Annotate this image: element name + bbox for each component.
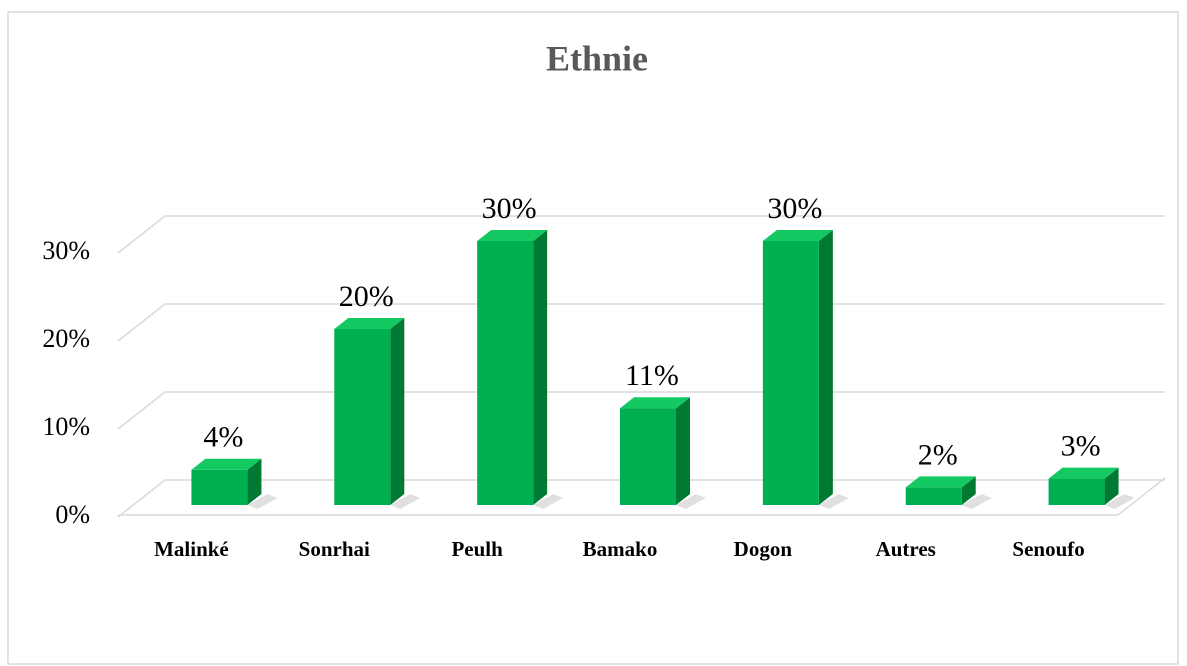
bar-shadow [676, 494, 706, 509]
bar [334, 329, 391, 505]
floor-edge [1117, 477, 1166, 516]
y-tick-label: 20% [42, 324, 90, 353]
bar-side [390, 318, 405, 505]
x-tick-label: Peulh [451, 537, 503, 561]
bar [191, 469, 248, 505]
data-label: 4% [203, 421, 243, 454]
data-label: 11% [625, 359, 679, 392]
bar-shadow [390, 494, 421, 509]
x-tick-label: Sonrhai [299, 537, 370, 561]
bar-top [477, 230, 548, 241]
bar [620, 408, 676, 505]
bar-top [620, 397, 690, 409]
bar [762, 241, 819, 505]
bar-shadow [961, 494, 992, 509]
bar-shadow [533, 494, 564, 509]
bar-side [533, 230, 548, 505]
bar [1048, 478, 1105, 505]
bar-side [961, 476, 976, 505]
bar-top [334, 318, 405, 329]
x-tick-label: Autres [876, 537, 936, 561]
data-label: 20% [339, 280, 394, 313]
bar-top [762, 230, 833, 241]
data-label: 2% [918, 438, 958, 471]
bar-top [905, 476, 976, 488]
x-tick-label: Dogon [734, 537, 793, 561]
data-label: 3% [1061, 429, 1101, 462]
data-label: 30% [767, 192, 822, 225]
bar-side [676, 397, 690, 505]
chart-title: Ethnie [546, 38, 648, 78]
x-tick-label: Bamako [583, 537, 658, 561]
chart-border [7, 11, 1179, 665]
y-tick-label: 10% [42, 412, 90, 441]
bar-side [818, 230, 833, 505]
bar-side [247, 458, 262, 505]
data-label: 30% [482, 192, 537, 225]
bar-top [1048, 467, 1119, 479]
grid-line [117, 215, 1165, 254]
x-tick-label: Senoufo [1012, 537, 1084, 561]
bar [905, 487, 962, 505]
bar-shadow [247, 494, 278, 509]
bar-shadow [818, 494, 849, 509]
y-tick-label: 30% [42, 236, 90, 265]
bar-side [1104, 467, 1119, 505]
y-tick-label: 0% [55, 500, 90, 529]
bar [477, 241, 534, 505]
bar-top [191, 458, 262, 470]
bar-shadow [1104, 494, 1135, 509]
x-tick-label: Malinké [154, 537, 229, 561]
